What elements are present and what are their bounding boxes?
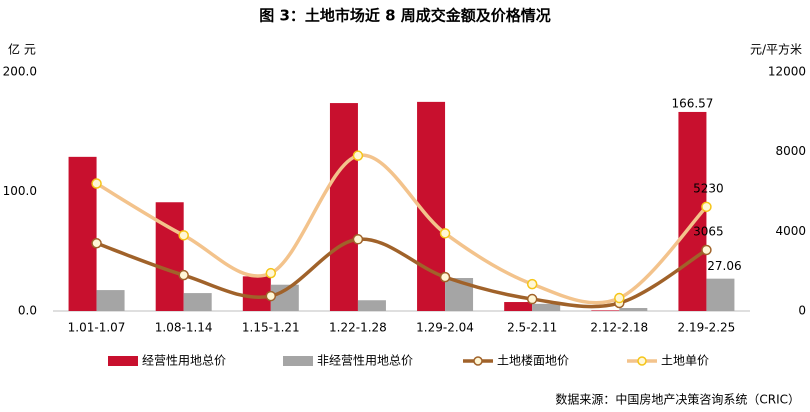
- y-tick-label: 0.0: [18, 304, 37, 318]
- y-tick-label: 200.0: [3, 65, 37, 79]
- chart-title: 图 3：土地市场近 8 周成交金额及价格情况: [259, 7, 551, 25]
- bar: [706, 278, 735, 311]
- data-label: 166.57: [671, 96, 713, 110]
- source-note: 数据来源：中国房地产决策咨询系统（CRIC）: [555, 392, 800, 407]
- legend-label: 经营性用地总价: [142, 354, 226, 368]
- y-axis-label: 亿 元: [8, 42, 36, 57]
- line-marker: [178, 269, 189, 281]
- line: [95, 153, 708, 305]
- x-tick-label: 1.15-1.21: [242, 321, 300, 335]
- line-marker: [439, 271, 451, 283]
- bar: [155, 202, 184, 311]
- line-marker: [265, 267, 277, 279]
- y-tick-label: 100.0: [3, 184, 37, 198]
- y2-axis-label: 元/平方米: [750, 42, 802, 57]
- line-marker: [701, 201, 712, 213]
- legend-swatch: [473, 356, 483, 366]
- y2-tick-label: 8000: [775, 144, 806, 158]
- bar: [504, 302, 533, 311]
- x-tick-label: 2.19-2.25: [678, 321, 736, 335]
- x-tick-label: 1.08-1.14: [155, 321, 213, 335]
- y2-tick-label: 4000: [775, 224, 806, 238]
- line-marker: [91, 238, 102, 249]
- x-tick-label: 2.12-2.18: [590, 321, 648, 335]
- x-tick-label: 2.5-2.11: [507, 321, 557, 335]
- bar: [619, 308, 648, 311]
- legend-label: 非经营性用地总价: [317, 354, 413, 368]
- bar: [532, 303, 561, 311]
- bar: [68, 156, 97, 311]
- line-marker: [701, 244, 712, 256]
- x-tick-label: 1.29-2.04: [416, 321, 474, 335]
- data-label: 27.06: [707, 259, 741, 273]
- line-marker: [178, 230, 189, 241]
- bar: [96, 290, 125, 311]
- bar: [357, 300, 386, 311]
- y2-tick-label: 0: [798, 304, 806, 318]
- line-marker: [614, 292, 625, 304]
- line-marker: [352, 234, 364, 245]
- bar: [183, 293, 212, 311]
- line-marker: [526, 293, 538, 305]
- legend-label: 土地楼面地价: [497, 353, 569, 368]
- legend-swatch: [283, 356, 313, 366]
- y2-tick-label: 12000: [768, 65, 806, 79]
- legend-swatch: [637, 356, 647, 366]
- legend-swatch: [108, 356, 138, 366]
- line-marker: [91, 178, 102, 189]
- line-marker: [439, 228, 451, 239]
- line-marker: [352, 150, 364, 161]
- line-marker: [265, 290, 277, 302]
- bar: [591, 310, 620, 311]
- data-label: 5230: [693, 181, 724, 195]
- legend-label: 土地单价: [661, 354, 709, 368]
- bar: [329, 103, 358, 311]
- line-marker: [526, 278, 538, 290]
- x-tick-label: 1.22-1.28: [329, 321, 387, 335]
- x-tick-label: 1.01-1.07: [68, 321, 126, 335]
- data-label: 3065: [693, 224, 724, 238]
